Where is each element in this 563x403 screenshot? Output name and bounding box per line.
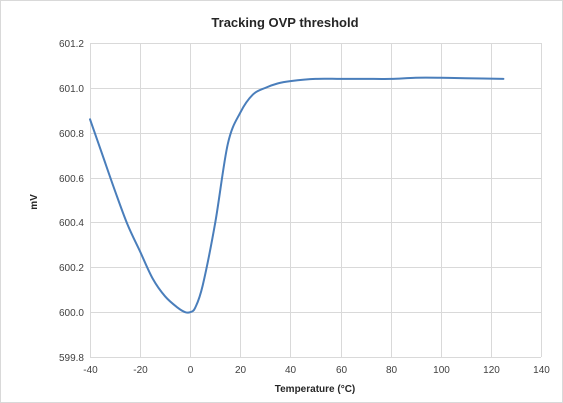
y-tick-label: 600.4 [59, 218, 84, 229]
x-tick-label: 140 [533, 365, 550, 376]
x-tick-label: 80 [386, 365, 398, 376]
x-axis-title: Temperature (°C) [275, 384, 356, 395]
y-tick-label: 601.2 [59, 39, 84, 50]
y-tick-label: 600.8 [59, 129, 84, 140]
y-tick-labels: 599.8 600.0 600.2 600.4 600.6 600.8 601.0 601.2 [59, 39, 84, 364]
x-tick-label: 100 [433, 365, 450, 376]
x-tick-label: 0 [188, 365, 194, 376]
y-tick-label: 601.0 [59, 84, 84, 95]
x-tick-label: 60 [336, 365, 348, 376]
x-tick-labels: -40 -20 0 20 40 60 80 100 120 140 [83, 365, 550, 376]
y-tick-label: 600.2 [59, 263, 84, 274]
series-layer [89, 76, 505, 314]
x-tick-label: 20 [235, 365, 247, 376]
y-axis-title: mV [29, 194, 40, 210]
x-tick-label: -40 [83, 365, 98, 376]
x-tick-label: -20 [133, 365, 148, 376]
x-tick-label: 40 [285, 365, 297, 376]
x-tick-label: 120 [483, 365, 500, 376]
gridlines [90, 43, 542, 358]
y-tick-label: 600.0 [59, 308, 84, 319]
series-line [89, 76, 505, 314]
y-tick-label: 600.6 [59, 174, 84, 185]
chart-title: Tracking OVP threshold [211, 15, 358, 30]
y-tick-label: 599.8 [59, 353, 84, 364]
